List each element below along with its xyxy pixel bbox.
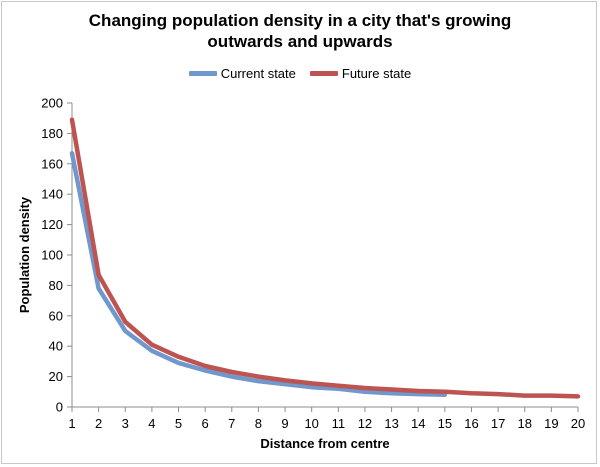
y-tick-label: 60 bbox=[49, 308, 63, 323]
x-tick-label: 9 bbox=[281, 416, 288, 431]
legend-label-current: Current state bbox=[220, 66, 296, 81]
y-tick-label: 200 bbox=[41, 96, 63, 111]
x-tick-label: 2 bbox=[95, 416, 102, 431]
x-tick-label: 4 bbox=[148, 416, 155, 431]
series-lines bbox=[69, 117, 581, 399]
legend-label-future: Future state bbox=[341, 66, 412, 81]
x-tick-label: 14 bbox=[411, 416, 425, 431]
x-tick-label: 18 bbox=[518, 416, 532, 431]
legend-swatch-current bbox=[188, 71, 217, 76]
x-tick-label: 19 bbox=[544, 416, 558, 431]
x-tick-label: 5 bbox=[175, 416, 182, 431]
series-line-future-state bbox=[69, 117, 581, 399]
legend-item-future: Future state bbox=[309, 66, 412, 81]
x-tick-label: 20 bbox=[571, 416, 585, 431]
y-tick-label: 100 bbox=[41, 248, 63, 263]
chart-title-line-1: Changing population density in a city th… bbox=[88, 11, 512, 30]
y-tick-label: 80 bbox=[49, 278, 63, 293]
y-tick-label: 120 bbox=[41, 217, 63, 232]
x-tick-label: 7 bbox=[228, 416, 235, 431]
x-tick-label: 11 bbox=[332, 416, 346, 431]
x-tick-label: 15 bbox=[438, 416, 452, 431]
y-tick-label: 160 bbox=[41, 156, 63, 171]
y-tick-label: 180 bbox=[41, 126, 63, 141]
legend-item-current: Current state bbox=[188, 66, 296, 81]
y-tick-label: 20 bbox=[49, 369, 63, 384]
x-tick-label: 10 bbox=[304, 416, 318, 431]
legend: Current state Future state bbox=[0, 66, 600, 81]
y-axis-label: Population density bbox=[17, 196, 32, 313]
chart-title: Changing population density in a city th… bbox=[0, 10, 600, 52]
x-tick-label: 3 bbox=[122, 416, 129, 431]
x-tick-label: 13 bbox=[384, 416, 398, 431]
series-line-current-state bbox=[69, 150, 448, 398]
y-tick-label: 140 bbox=[41, 187, 63, 202]
x-tick-label: 12 bbox=[358, 416, 372, 431]
axes bbox=[71, 103, 578, 408]
x-tick-label: 6 bbox=[202, 416, 209, 431]
chart-title-line-2: outwards and upwards bbox=[207, 32, 393, 51]
x-tick-label: 17 bbox=[491, 416, 505, 431]
legend-swatch-future bbox=[309, 71, 338, 76]
y-tick-label: 0 bbox=[56, 400, 63, 415]
x-tick-label: 1 bbox=[68, 416, 75, 431]
x-tick-label: 8 bbox=[255, 416, 262, 431]
y-tick-label: 40 bbox=[49, 339, 63, 354]
x-axis-label: Distance from centre bbox=[260, 436, 389, 451]
x-tick-label: 16 bbox=[464, 416, 478, 431]
